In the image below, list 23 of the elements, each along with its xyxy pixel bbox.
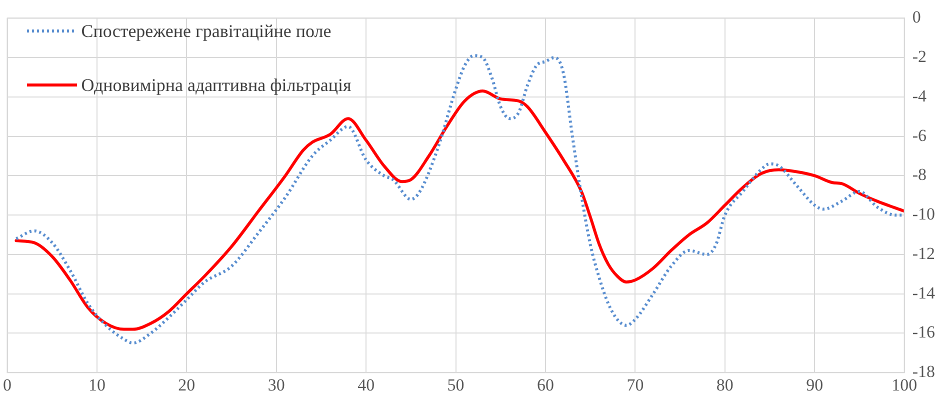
y-tick-label: -14: [912, 283, 936, 302]
y-tick-label: -10: [912, 204, 936, 224]
x-tick-label: 80: [716, 375, 734, 394]
line-series: [14, 54, 904, 345]
x-tick-label: 50: [447, 375, 464, 394]
y-tick-label: -6: [912, 126, 927, 145]
legend-label: Одновимірна адаптивна фільтрація: [81, 74, 352, 96]
y-tick-label: -12: [912, 244, 936, 263]
x-tick-label: 30: [268, 375, 285, 394]
x-tick-label: 70: [626, 375, 644, 394]
x-tick-label: 90: [806, 375, 824, 394]
x-tick-label: 100: [892, 375, 918, 394]
x-tick-label: 40: [358, 375, 375, 394]
y-tick-label: 0: [912, 8, 921, 27]
x-tick-label: 10: [88, 375, 106, 394]
x-tick-label: 0: [3, 375, 12, 394]
x-tick-label: 20: [178, 375, 196, 394]
legend-label: Спостережене гравітаційне поле: [81, 20, 332, 42]
y-tick-label: -4: [912, 86, 927, 106]
y-tick-label: -8: [912, 165, 927, 184]
y-tick-label: -2: [912, 47, 927, 66]
x-tick-label: 60: [537, 375, 554, 394]
y-tick-label: -16: [912, 322, 936, 342]
